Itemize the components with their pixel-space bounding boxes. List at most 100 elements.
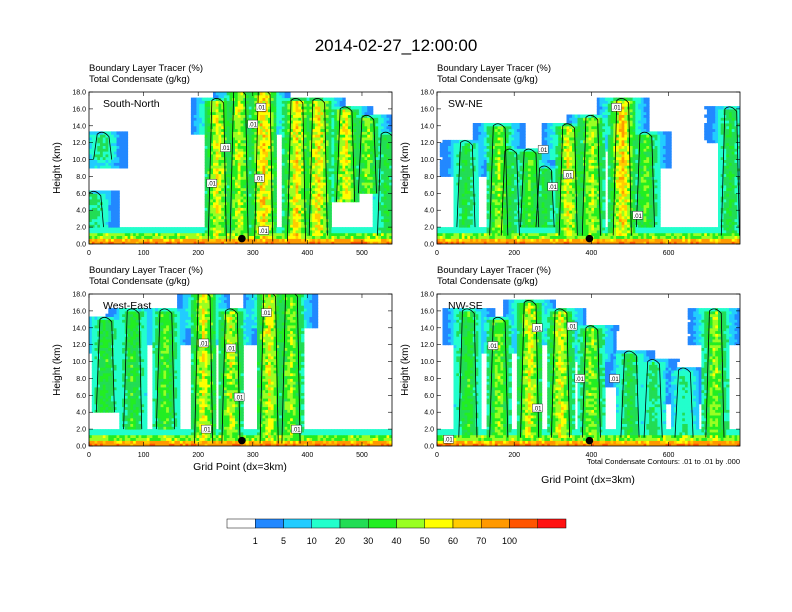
tracer-cell <box>503 215 507 220</box>
tracer-cell <box>199 114 203 118</box>
tracer-cell <box>370 139 374 144</box>
tracer-cell <box>577 227 581 231</box>
tracer-cell <box>314 131 319 135</box>
tracer-cell <box>731 238 735 242</box>
tracer-cell <box>229 162 233 166</box>
tracer-cell <box>111 215 115 220</box>
tracer-cell <box>314 168 319 172</box>
tracer-cell <box>378 201 382 206</box>
tracer-cell <box>356 168 360 172</box>
tracer-cell <box>221 134 225 138</box>
tracer-cell <box>248 179 253 183</box>
tracer-cell <box>108 210 112 214</box>
tracer-cell <box>116 221 120 225</box>
tracer-cell <box>210 162 214 166</box>
tracer-cell <box>303 97 308 101</box>
tracer-cell <box>224 111 228 115</box>
tracer-cell <box>268 106 272 110</box>
tracer-cell <box>210 207 214 211</box>
tracer-cell <box>251 213 255 217</box>
tracer-cell <box>207 187 211 191</box>
tracer-cell <box>334 134 338 138</box>
tracer-cell <box>102 159 107 163</box>
tracer-cell <box>489 229 493 234</box>
tracer-cell <box>262 145 266 149</box>
tracer-cell <box>259 224 264 228</box>
tracer-cell <box>270 199 275 203</box>
tracer-cell <box>356 128 360 132</box>
tracer-cell <box>268 120 272 124</box>
tracer-cell <box>284 97 288 101</box>
tracer-cell <box>273 165 277 169</box>
tracer-cell <box>295 204 299 208</box>
tracer-cell <box>309 190 313 194</box>
tracer-cell <box>248 201 253 206</box>
tracer-cell <box>265 238 269 242</box>
tracer-cell <box>281 241 286 244</box>
tracer-cell <box>370 232 374 236</box>
tracer-cell <box>262 199 266 203</box>
tracer-cell <box>243 148 247 152</box>
tracer-cell <box>640 224 645 228</box>
tracer-cell <box>240 100 244 104</box>
tracer-cell <box>218 120 222 124</box>
location-marker <box>238 234 246 243</box>
tracer-cell <box>232 235 236 239</box>
tracer-cell <box>544 215 548 220</box>
tracer-cell <box>284 227 288 231</box>
tracer-cell <box>251 168 255 172</box>
tracer-cell <box>193 232 197 236</box>
tracer-cell <box>629 235 634 239</box>
tracer-cell <box>339 128 343 132</box>
tracer-cell <box>662 229 667 234</box>
tracer-cell <box>221 120 225 124</box>
tracer-cell <box>262 218 266 222</box>
tracer-cell <box>207 123 211 127</box>
tracer-cell <box>317 125 321 130</box>
tracer-cell <box>113 229 118 234</box>
tracer-cell <box>706 238 711 242</box>
tracer-cell <box>309 131 313 135</box>
tracer-cell <box>339 153 343 158</box>
tracer-cell <box>370 108 374 113</box>
tracer-cell <box>712 241 716 244</box>
tracer-cell <box>448 227 452 231</box>
tracer-cell <box>111 210 115 214</box>
tracer-cell <box>122 142 126 146</box>
tracer-cell <box>251 128 255 132</box>
tracer-cell <box>492 218 496 222</box>
tracer-cell <box>190 238 195 242</box>
tracer-cell <box>665 241 669 244</box>
tracer-cell <box>511 238 515 242</box>
tracer-cell <box>248 145 253 149</box>
tracer-cell <box>240 108 244 113</box>
tracer-cell <box>511 218 515 222</box>
tracer-cell <box>492 224 496 228</box>
tracer-cell <box>320 120 324 124</box>
tracer-cell <box>292 184 297 189</box>
tracer-cell <box>298 179 302 183</box>
tracer-cell <box>116 204 120 208</box>
tracer-cell <box>295 221 299 225</box>
tracer-cell <box>339 137 343 141</box>
tracer-cell <box>224 108 228 113</box>
tracer-cell <box>547 215 551 220</box>
tracer-cell <box>108 162 112 166</box>
tracer-cell <box>356 179 360 183</box>
tracer-cell <box>149 235 153 239</box>
tracer-cell <box>389 229 392 234</box>
tracer-cell <box>511 227 515 231</box>
tracer-cell <box>563 221 567 225</box>
tracer-cell <box>372 190 376 194</box>
tracer-cell <box>141 227 145 231</box>
tracer-cell <box>695 235 700 239</box>
tracer-cell <box>207 162 211 166</box>
tracer-cell <box>199 131 203 135</box>
tracer-cell <box>635 227 639 231</box>
tracer-cell <box>298 218 302 222</box>
tracer-cell <box>89 156 93 160</box>
tracer-cell <box>660 229 664 234</box>
tracer-cell <box>386 227 390 231</box>
tracer-cell <box>226 173 230 177</box>
tracer-cell <box>657 218 661 222</box>
